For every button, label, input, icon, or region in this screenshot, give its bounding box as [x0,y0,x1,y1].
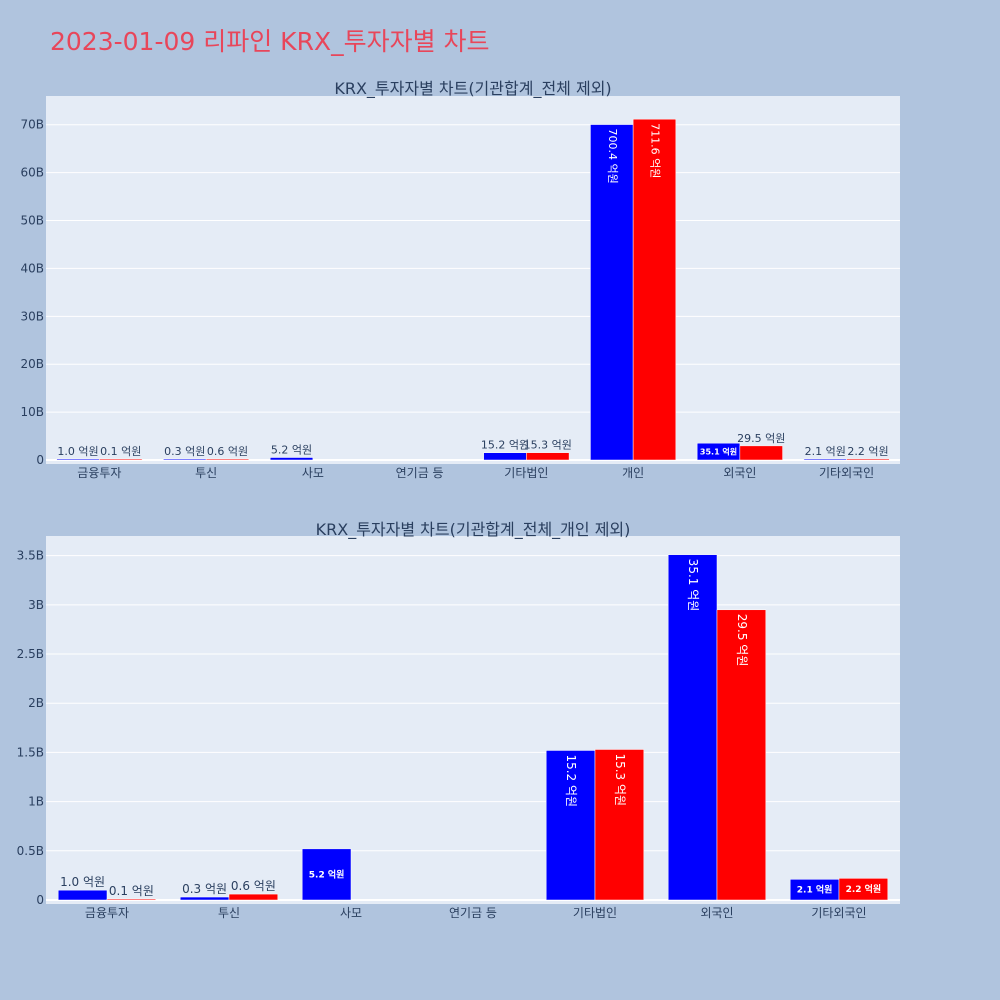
data-label: 0.6 억원 [231,879,276,893]
x-tick-label: 투신 [195,466,217,480]
data-label: 1.0 억원 [60,875,105,889]
x-tick-label: 외국인 [723,466,756,480]
data-label: 5.2 억원 [309,868,345,880]
bar [99,458,143,461]
x-tick-label: 기타법인 [504,466,548,480]
data-label: 0.6 억원 [207,445,248,458]
bar [594,749,645,901]
x-tick-label: 금융투자 [77,466,121,480]
bar [667,554,718,901]
data-label: 711.6 억원 [648,123,661,178]
bar [526,452,570,461]
x-tick-label: 연기금 등 [396,466,444,480]
data-label: 2.1 억원 [805,445,846,458]
y-tick-label: 0.5B [17,844,44,858]
y-tick-label: 30B [20,309,44,323]
data-label: 0.3 억원 [182,882,227,896]
y-tick-label: 0 [36,453,44,467]
data-label: 15.3 억원 [524,439,572,452]
y-tick-label: 3B [28,598,44,612]
data-label: 35.1 억원 [700,447,737,457]
y-tick-label: 0 [36,893,44,907]
x-tick-label: 외국인 [700,906,733,920]
bar [716,609,767,901]
bar [56,458,100,461]
data-label: 29.5 억원 [735,614,749,667]
bar [545,750,596,901]
y-tick-label: 2.5B [17,647,44,661]
data-label: 2.2 억원 [847,445,888,458]
chart-title: KRX_투자자별 차트(기관합계_전체 제외) [334,79,611,99]
bar [632,118,677,461]
bar [483,452,527,461]
plot-area [46,96,900,464]
x-tick-label: 투신 [218,906,240,920]
data-label: 1.0 억원 [57,445,98,458]
x-tick-label: 기타외국인 [811,906,866,920]
y-tick-label: 70B [20,118,44,132]
data-label: 0.3 억원 [164,445,205,458]
data-label: 15.2 억원 [481,439,529,452]
bar [846,458,890,461]
y-tick-label: 3.5B [17,549,44,563]
data-label: 0.1 억원 [100,445,141,458]
bar [739,445,783,461]
bar [205,458,250,461]
y-tick-label: 1.5B [17,745,44,759]
data-label: 35.1 억원 [686,559,700,612]
x-tick-label: 기타법인 [573,906,617,920]
y-tick-label: 60B [20,166,44,180]
x-tick-label: 금융투자 [85,906,129,920]
y-tick-label: 40B [20,261,44,275]
data-label: 2.1 억원 [797,884,833,896]
bar [301,848,352,901]
x-tick-label: 연기금 등 [449,906,497,920]
y-tick-label: 50B [20,214,44,228]
y-tick-label: 10B [20,405,44,419]
chart-title: KRX_투자자별 차트(기관합계_전체_개인 제외) [316,520,631,540]
bar [57,889,108,901]
bar [163,458,207,461]
data-label: 15.2 억원 [564,754,578,807]
data-label: 29.5 억원 [737,432,785,445]
bar [269,457,314,461]
plot-area [46,536,900,904]
y-tick-label: 1B [28,795,44,809]
chart-1: 0 10B 20B 30B 40B 50B 60B 70B KRX_투자자별 차트(기관합계_전… [20,79,900,480]
data-label: 15.3 억원 [613,753,627,806]
data-label: 0.1 억원 [109,884,154,898]
page-title: 2023-01-09 리파인 KRX_투자자별 차트 [50,27,490,56]
bar [838,878,889,901]
x-tick-label: 사모 [302,466,324,480]
bar [590,124,634,461]
x-tick-label: 사모 [340,906,362,920]
y-tick-label: 20B [20,357,44,371]
bar [179,896,230,901]
chart-2: 0 0.5B 1B 1.5B 2B 2.5B 3B 3.5B KRX_투자자별 차트(기관합계_… [17,520,900,920]
data-label: 2.2 억원 [846,883,882,895]
bar [803,458,847,461]
x-tick-label: 개인 [622,466,644,480]
bar [106,898,157,901]
bar [228,893,279,901]
data-label: 700.4 억원 [606,129,619,184]
y-tick-label: 2B [28,696,44,710]
data-label: 5.2 억원 [271,444,312,457]
x-tick-label: 기타외국인 [819,466,874,480]
